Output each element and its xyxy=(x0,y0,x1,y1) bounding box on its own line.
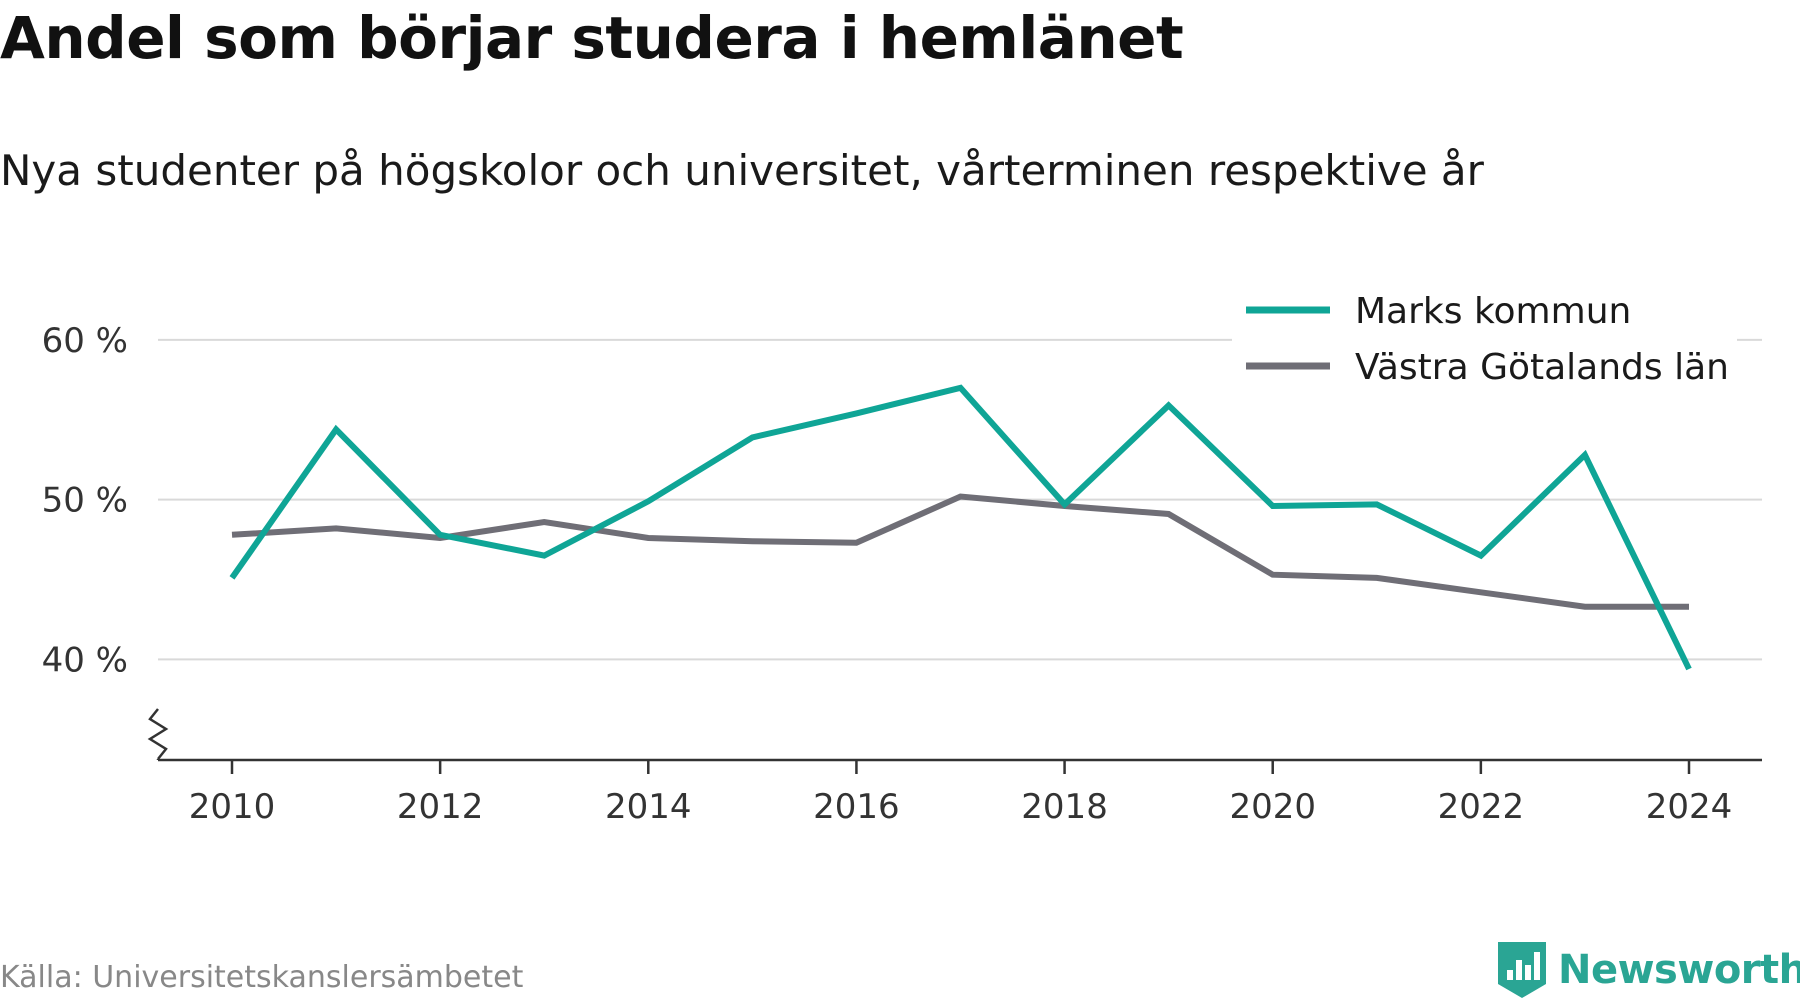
series-line-vastra-gotalands-lan xyxy=(231,493,1689,610)
y-tick-label-60: 60 % xyxy=(42,321,128,361)
legend-background xyxy=(1232,272,1737,390)
chart-subtitle: Nya studenter på högskolor och universit… xyxy=(0,146,1484,195)
x-tick-label-2020: 2020 xyxy=(1229,787,1316,827)
x-tick-label-2010: 2010 xyxy=(189,787,276,827)
y-tick-label-40: 40 % xyxy=(42,640,128,680)
legend-label-vastra-gotalands-lan: Västra Götalands län xyxy=(1355,347,1729,388)
x-tick-label-2024: 2024 xyxy=(1646,787,1733,827)
brand-logo: Newsworthy xyxy=(1496,940,1800,1000)
series-line-marks-kommun xyxy=(229,384,1692,671)
bar-chart-shield-icon xyxy=(1498,942,1546,998)
x-tick-label-2012: 2012 xyxy=(397,787,484,827)
x-tick-label-2018: 2018 xyxy=(1021,787,1108,827)
axis-break-icon xyxy=(147,708,169,760)
y-tick-label-50: 50 % xyxy=(42,481,128,521)
chart-title: Andel som börjar studera i hemlänet xyxy=(0,4,1184,72)
x-tick-label-2016: 2016 xyxy=(813,787,900,827)
x-tick-label-2014: 2014 xyxy=(605,787,692,827)
legend-label-marks-kommun: Marks kommun xyxy=(1355,291,1631,332)
brand-name: Newsworthy xyxy=(1558,947,1800,993)
x-tick-label-2022: 2022 xyxy=(1438,787,1525,827)
source-note: Källa: Universitetskanslersämbetet xyxy=(0,960,524,995)
